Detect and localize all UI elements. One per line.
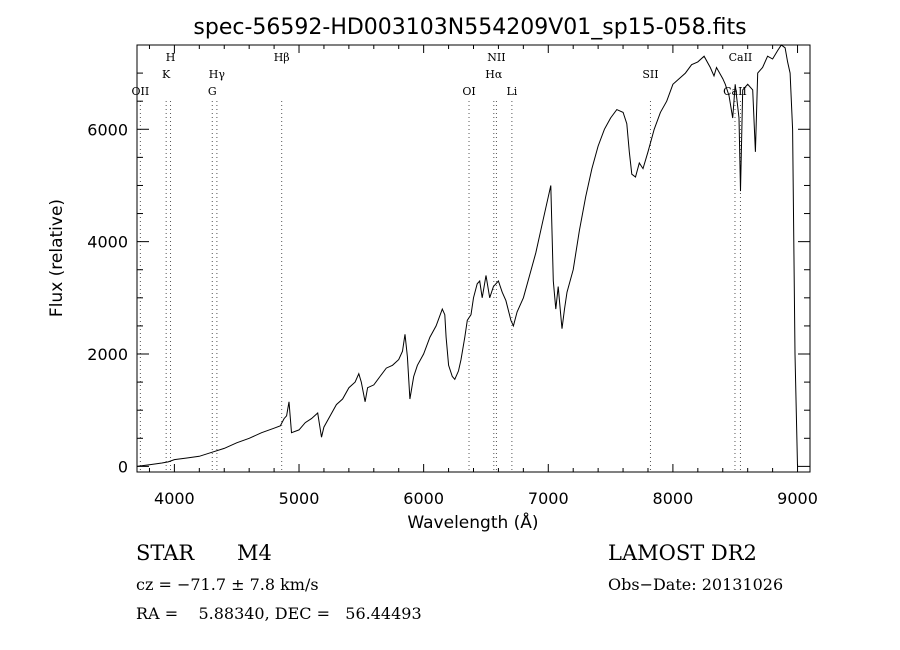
x-axis-label: Wavelength (Å) [407,511,538,533]
chart-title: spec-56592-HD003103N554209V01_sp15-058.f… [193,15,746,40]
spectral-line-label: Li [506,85,517,98]
spectral-line-label: OII [132,85,150,98]
object-class: STAR [136,541,195,565]
y-tick-label: 4000 [87,233,128,252]
object-subclass: M4 [237,541,272,565]
plot-frame [136,44,811,473]
survey-label: LAMOST DR2 [608,541,757,565]
spectral-line-label: CaII [729,51,753,64]
x-tick-label: 5000 [279,489,320,508]
spectral-line-label: Hγ [209,68,226,81]
x-tick-label: 6000 [403,489,444,508]
spectrum-series-line [136,44,798,467]
x-tick-label: 9000 [777,489,818,508]
redshift-cz: cz = −71.7 ± 7.8 km/s [136,575,319,594]
y-axis-label: Flux (relative) [47,199,67,317]
spectral-line-label: G [208,85,217,98]
spectral-line-label: NII [487,51,505,64]
spectral-line-label: Hβ [274,51,290,64]
x-axis-ticks: 4000 5000 6000 7000 8000 9000 [148,45,818,508]
spectral-line-label: K [162,68,171,81]
spectral-line-label: OI [462,85,475,98]
x-tick-label: 7000 [528,489,569,508]
y-axis-ticks: 0 2000 4000 6000 [87,72,810,476]
obs-date: Obs−Date: 20131026 [608,575,784,594]
spectral-line-label: Hα [485,68,503,81]
spectral-line-label: SII [642,68,658,81]
y-tick-label: 6000 [87,120,128,139]
y-tick-label: 2000 [87,345,128,364]
y-tick-label: 0 [118,457,128,476]
ra-dec: RA = 5.88340, DEC = 56.44493 [136,604,422,623]
spectral-line-label: H [166,51,176,64]
x-tick-label: 8000 [653,489,694,508]
x-tick-label: 4000 [154,489,195,508]
